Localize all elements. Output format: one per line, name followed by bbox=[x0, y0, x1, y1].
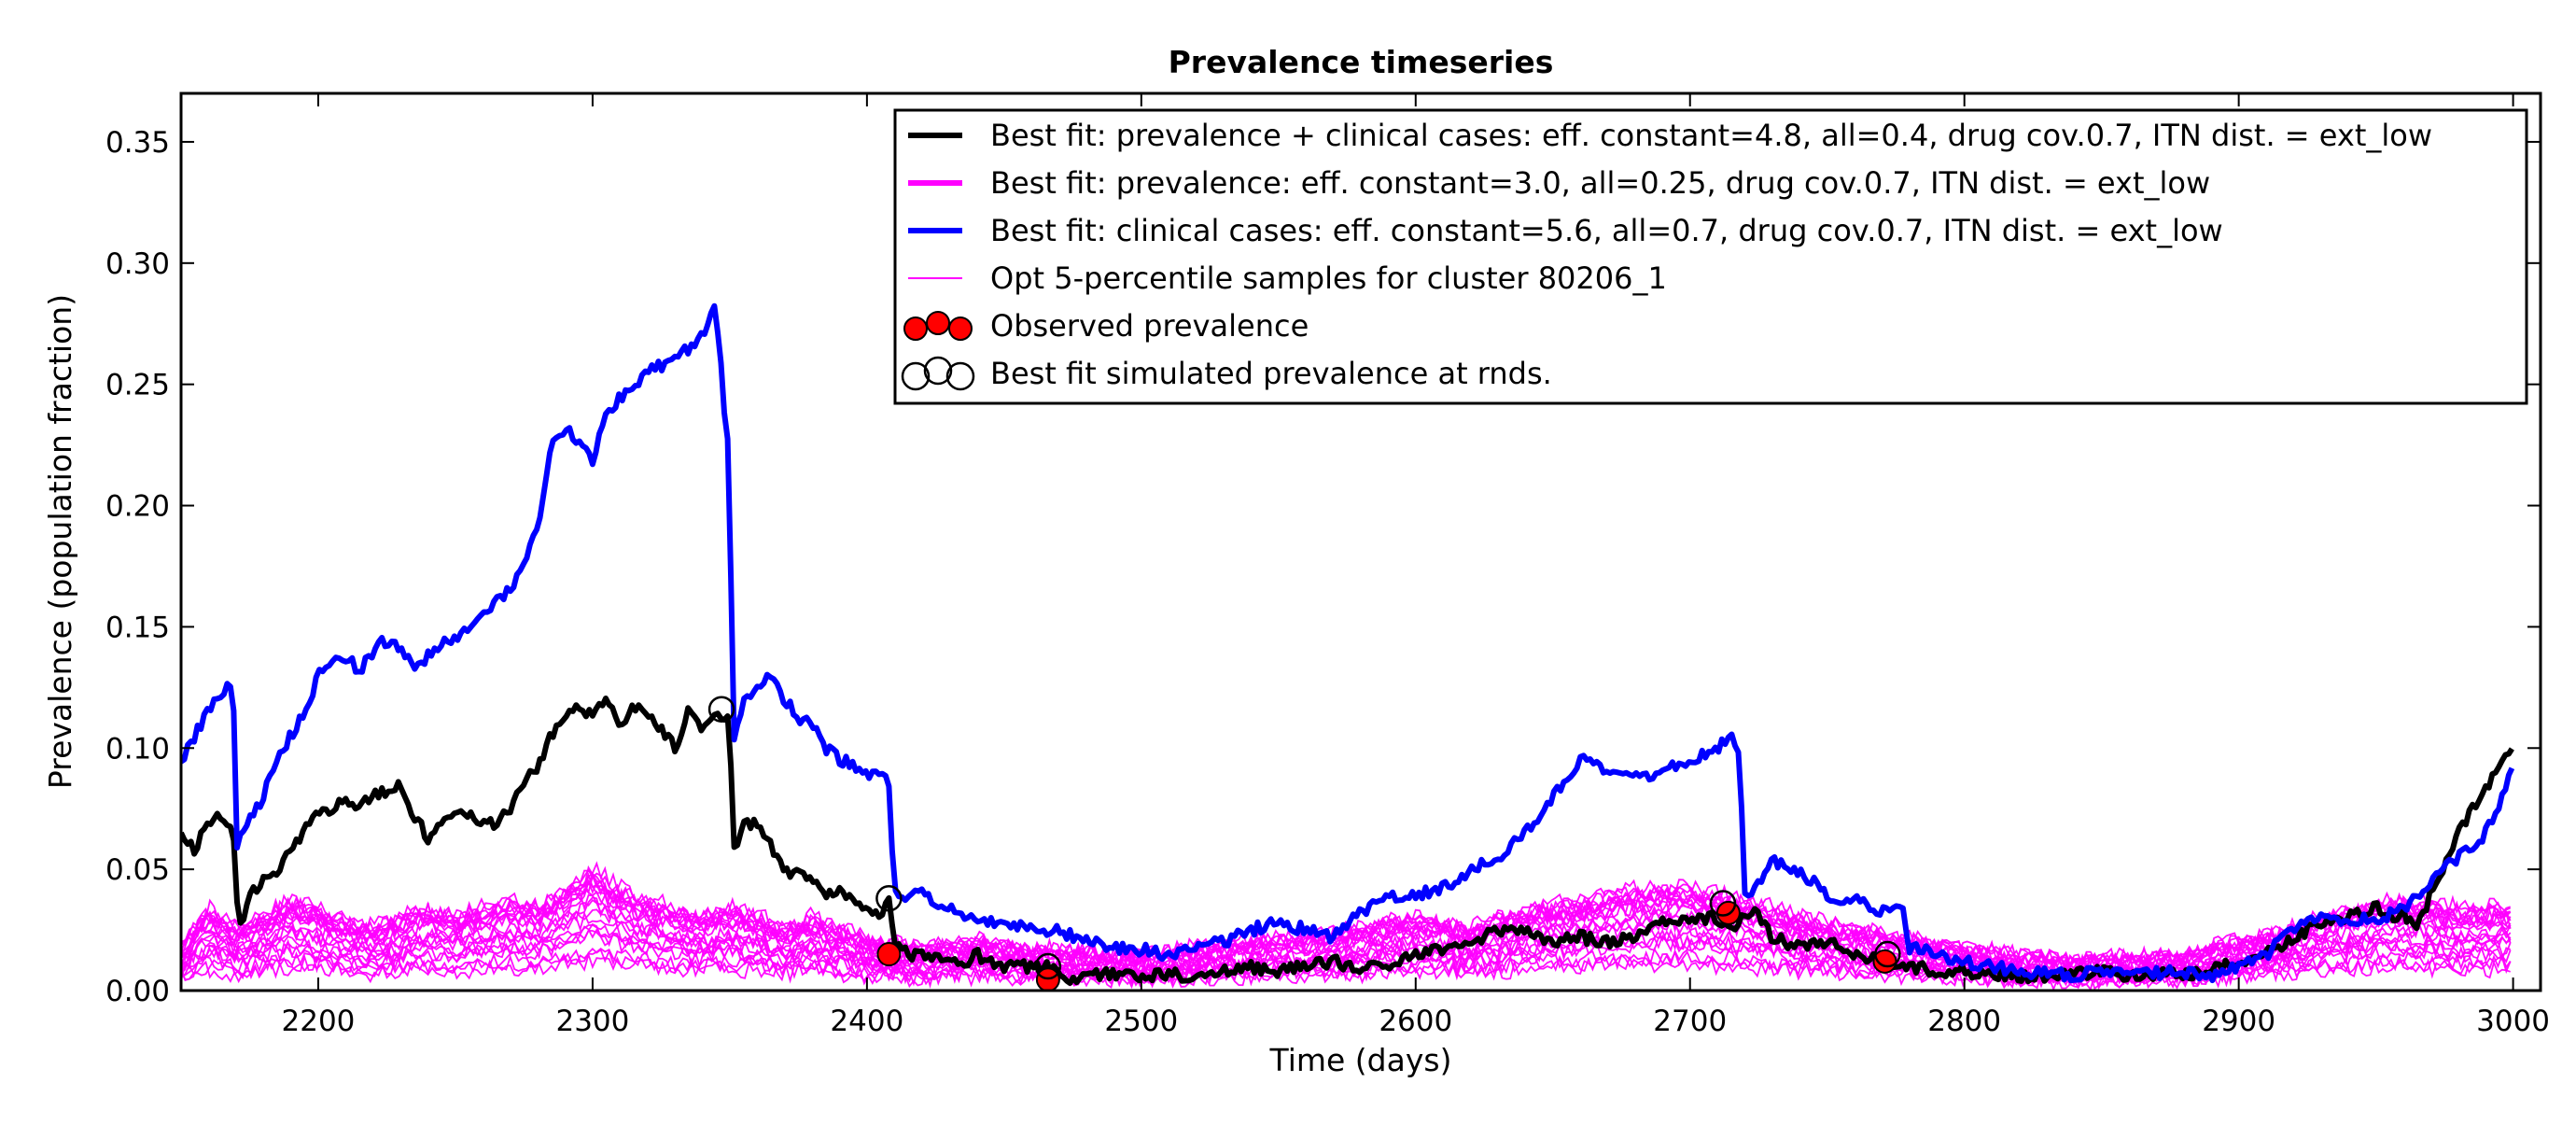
legend-box bbox=[893, 108, 2528, 405]
legend-label: Opt 5-percentile samples for cluster 802… bbox=[990, 260, 1667, 296]
sample-line bbox=[181, 874, 2512, 974]
x-tick-label: 2200 bbox=[282, 1005, 356, 1038]
legend-item: Observed prevalence bbox=[903, 308, 1309, 344]
legend-label: Best fit: clinical cases: eff. constant=… bbox=[990, 213, 2223, 248]
y-axis-label: Prevalence (population fraction) bbox=[42, 294, 78, 789]
legend: Best fit: prevalence + clinical cases: e… bbox=[893, 108, 2528, 405]
y-tick-label: 0.05 bbox=[105, 853, 170, 887]
x-tick-label: 2900 bbox=[2202, 1005, 2275, 1038]
legend-label: Observed prevalence bbox=[990, 308, 1309, 344]
simulated-point bbox=[707, 696, 735, 723]
series-line-prev_clinical bbox=[181, 696, 2514, 986]
legend-item: Opt 5-percentile samples for cluster 802… bbox=[908, 260, 1667, 296]
simulated-point bbox=[1709, 890, 1737, 917]
chart-title: Prevalence timeseries bbox=[1169, 44, 1554, 80]
y-tick-label: 0.25 bbox=[105, 369, 170, 402]
x-tick-label: 2500 bbox=[1104, 1005, 1178, 1038]
legend-swatch bbox=[945, 361, 975, 391]
simulated-point bbox=[1034, 952, 1062, 980]
x-tick-label: 2600 bbox=[1379, 1005, 1452, 1038]
y-tick-label: 0.00 bbox=[105, 975, 170, 1008]
simulated-point bbox=[875, 885, 903, 912]
legend-swatch bbox=[926, 311, 950, 335]
legend-swatch bbox=[923, 356, 953, 386]
x-axis-label: Time (days) bbox=[1269, 1042, 1452, 1078]
sample-line bbox=[181, 898, 2512, 982]
sample-line bbox=[181, 951, 2511, 991]
y-tick-label: 0.30 bbox=[105, 247, 170, 281]
legend-item: Best fit: clinical cases: eff. constant=… bbox=[908, 213, 2223, 248]
plot-area bbox=[181, 302, 2515, 991]
simulated-point bbox=[1874, 940, 1901, 968]
legend-item: Best fit: prevalence + clinical cases: e… bbox=[908, 118, 2432, 153]
x-tick-label: 2700 bbox=[1653, 1005, 1727, 1038]
x-tick-label: 2800 bbox=[1927, 1005, 2001, 1038]
legend-item: Best fit simulated prevalence at rnds. bbox=[901, 356, 1552, 391]
x-tick-label: 3000 bbox=[2476, 1005, 2550, 1038]
observed-point bbox=[876, 942, 902, 967]
legend-item: Best fit: prevalence: eff. constant=3.0,… bbox=[908, 165, 2210, 201]
legend-label: Best fit simulated prevalence at rnds. bbox=[990, 356, 1552, 391]
x-tick-label: 2300 bbox=[555, 1005, 629, 1038]
legend-label: Best fit: prevalence: eff. constant=3.0,… bbox=[990, 165, 2210, 201]
x-tick-label: 2400 bbox=[830, 1005, 903, 1038]
y-tick-label: 0.10 bbox=[105, 732, 170, 766]
legend-swatch bbox=[948, 316, 973, 341]
y-tick-label: 0.15 bbox=[105, 611, 170, 644]
y-tick-label: 0.35 bbox=[105, 126, 170, 160]
y-tick-label: 0.20 bbox=[105, 490, 170, 524]
legend-label: Best fit: prevalence + clinical cases: e… bbox=[990, 118, 2432, 153]
legend-swatch bbox=[901, 361, 931, 391]
axes: 2200 2300 2400 2500 2600 2700 2800 2900 3000 0.00… bbox=[105, 91, 2550, 1038]
series-line-clinical bbox=[181, 302, 2515, 984]
observed-point bbox=[1035, 967, 1060, 991]
legend-swatch bbox=[903, 316, 928, 341]
plot-frame bbox=[179, 91, 2542, 992]
